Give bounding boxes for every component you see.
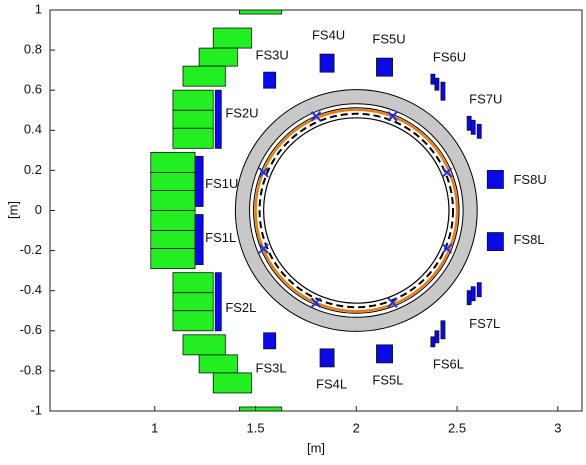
- x-tick-label: 1.5: [247, 420, 265, 435]
- coil: [172, 292, 214, 312]
- coil: [172, 109, 214, 129]
- coil: [150, 210, 196, 231]
- coil: [194, 155, 204, 207]
- x-tick-label: 2.5: [448, 420, 466, 435]
- x-axis-label: [m]: [307, 440, 325, 455]
- coil: [434, 77, 440, 91]
- coil: [214, 89, 222, 149]
- coil: [476, 282, 482, 298]
- annotation: FS6L: [433, 356, 464, 371]
- annotation: FS3U: [256, 48, 289, 63]
- ring: [254, 108, 459, 313]
- y-tick-label: 0.2: [24, 162, 42, 177]
- y-tick-label: 1: [35, 1, 42, 16]
- coil: [376, 344, 393, 364]
- coil: [376, 57, 393, 77]
- y-tick-label: 0.6: [24, 82, 42, 97]
- coil: [239, 406, 283, 411]
- ring: [249, 103, 464, 318]
- marker: [387, 297, 398, 308]
- coil: [486, 169, 504, 189]
- coil: [198, 47, 238, 67]
- marker: [387, 111, 398, 122]
- annotation: FS7L: [469, 316, 500, 331]
- coil: [182, 65, 226, 87]
- coil: [430, 336, 436, 348]
- coil: [466, 115, 472, 131]
- coil: [172, 89, 214, 111]
- coil: [430, 73, 436, 85]
- annotation: FS4U: [312, 28, 345, 43]
- annotation: FS2U: [225, 106, 258, 121]
- y-axis-label: [m]: [5, 201, 20, 219]
- annotation: FS5U: [372, 32, 405, 47]
- coil: [263, 71, 277, 89]
- coil: [150, 190, 196, 211]
- y-tick-label: -0.2: [20, 242, 42, 257]
- coil: [466, 290, 472, 306]
- ring: [253, 107, 460, 314]
- annotation: FS1U: [205, 176, 238, 191]
- x-tick-label: 2: [353, 420, 360, 435]
- coil: [150, 248, 196, 270]
- annotation: FS5L: [372, 372, 403, 387]
- coil: [470, 119, 476, 135]
- annotation: FS8L: [513, 232, 544, 247]
- marker: [441, 243, 453, 254]
- annotation: FS8U: [513, 172, 546, 187]
- annotation: FS4L: [316, 376, 347, 391]
- coil: [198, 354, 238, 374]
- ring: [258, 112, 455, 309]
- coil: [263, 332, 277, 350]
- y-tick-label: -0.6: [20, 322, 42, 337]
- marker: [258, 243, 269, 254]
- annotation: FS7U: [469, 92, 502, 107]
- y-tick-label: 0.8: [24, 42, 42, 57]
- coil: [172, 127, 214, 149]
- annotation: FS2L: [225, 300, 256, 315]
- coil: [172, 310, 214, 332]
- x-tick-label: 3: [554, 420, 561, 435]
- coil: [194, 214, 204, 266]
- annotation: FS6U: [433, 50, 466, 65]
- ring: [263, 117, 450, 304]
- y-tick-label: -0.8: [20, 362, 42, 377]
- marker: [258, 167, 269, 178]
- coil: [476, 123, 482, 139]
- coil: [319, 348, 335, 368]
- marker: [310, 111, 322, 122]
- coil: [172, 272, 214, 294]
- y-tick-label: -1: [30, 402, 42, 417]
- coil: [150, 172, 196, 191]
- y-tick-label: 0: [35, 202, 42, 217]
- coil: [470, 286, 476, 302]
- y-tick-label: -0.4: [20, 282, 42, 297]
- annotation: FS1L: [205, 230, 236, 245]
- coil: [150, 151, 196, 173]
- marker: [441, 167, 453, 178]
- annotation: FS3L: [256, 360, 287, 375]
- coil: [212, 372, 252, 394]
- marker: [310, 297, 322, 308]
- coil: [150, 230, 196, 249]
- coil: [214, 272, 222, 332]
- coil: [182, 334, 226, 356]
- coil: [212, 27, 252, 49]
- coil: [440, 320, 446, 340]
- coil: [440, 81, 446, 101]
- x-tick-label: 1: [151, 420, 158, 435]
- y-tick-label: 0.4: [24, 122, 42, 137]
- coil: [434, 330, 440, 344]
- coil: [319, 53, 335, 73]
- plot-area: [150, 10, 504, 411]
- coil: [239, 10, 283, 15]
- coil: [486, 232, 504, 251]
